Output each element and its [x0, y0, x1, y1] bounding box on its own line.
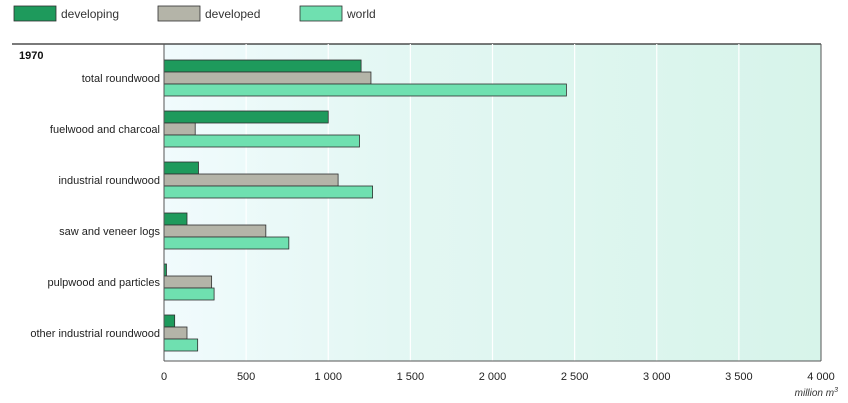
- bar-world-pulpwood-and-particles: [163, 287, 215, 301]
- bar-developing-industrial-roundwood: [163, 161, 199, 175]
- legend-label-developing: developing: [61, 7, 119, 21]
- x-tick-label-2000: 2 000: [479, 371, 507, 383]
- bar-developing-other-industrial-roundwood: [163, 314, 176, 328]
- bar-world-industrial-roundwood: [163, 185, 373, 199]
- x-tick-label-2500: 2 500: [561, 371, 589, 383]
- bar-developed-saw-and-veneer-logs: [163, 224, 267, 238]
- x-tick-labels: 0 500 1 000 1 500 2 000 2 500 3 000 3 500 4 000: [161, 371, 835, 383]
- bar-developed-pulpwood-and-particles: [163, 275, 213, 289]
- bar-developed-other-industrial-roundwood: [163, 326, 188, 340]
- bar-world-other-industrial-roundwood: [163, 338, 199, 352]
- year-label: 1970: [19, 50, 43, 62]
- category-label-pulpwood-and-particles: pulpwood and particles: [47, 277, 160, 289]
- bar-developing-total-roundwood: [163, 59, 362, 73]
- category-label-fuelwood-and-charcoal: fuelwood and charcoal: [50, 124, 160, 136]
- legend-label-world: world: [346, 7, 376, 21]
- category-label-total-roundwood: total roundwood: [82, 73, 160, 85]
- x-tick-label-1000: 1 000: [314, 371, 342, 383]
- gridlines: [245, 44, 740, 361]
- legend-swatch-world: [299, 5, 343, 22]
- category-label-other-industrial-roundwood: other industrial roundwood: [30, 328, 160, 340]
- bars: [163, 59, 567, 352]
- bar-world-saw-and-veneer-logs: [163, 236, 290, 250]
- category-label-industrial-roundwood: industrial roundwood: [58, 175, 160, 187]
- category-labels: total roundwood fuelwood and charcoal indu…: [30, 73, 160, 340]
- x-tick-label-3500: 3 500: [725, 371, 753, 383]
- legend-swatch-developed: [157, 5, 201, 22]
- legend-swatch-developing: [13, 5, 57, 22]
- legend: developing developed world: [13, 5, 376, 22]
- x-axis-unit-superscript: 3: [834, 387, 838, 394]
- bar-developed-total-roundwood: [163, 71, 372, 85]
- x-tick-label-1500: 1 500: [397, 371, 425, 383]
- legend-label-developed: developed: [205, 7, 260, 21]
- x-tick-label-500: 500: [237, 371, 255, 383]
- x-tick-label-4000: 4 000: [807, 371, 835, 383]
- x-axis-unit-text: million m: [795, 388, 834, 399]
- bar-developed-fuelwood-and-charcoal: [163, 122, 196, 136]
- bar-developing-fuelwood-and-charcoal: [163, 110, 329, 124]
- x-tick-label-0: 0: [161, 371, 167, 383]
- bar-world-total-roundwood: [163, 83, 567, 97]
- x-axis-unit-label: million m3: [795, 387, 838, 399]
- bar-developing-saw-and-veneer-logs: [163, 212, 188, 226]
- x-tick-label-3000: 3 000: [643, 371, 671, 383]
- bar-world-fuelwood-and-charcoal: [163, 134, 360, 148]
- bar-developed-industrial-roundwood: [163, 173, 339, 187]
- category-label-saw-and-veneer-logs: saw and veneer logs: [59, 226, 160, 238]
